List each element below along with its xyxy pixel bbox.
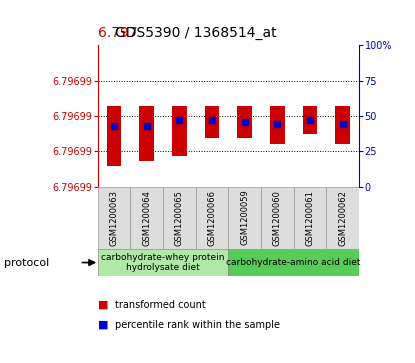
FancyBboxPatch shape: [130, 187, 163, 249]
Text: ■: ■: [98, 320, 108, 330]
FancyBboxPatch shape: [98, 249, 228, 276]
Bar: [107, 106, 121, 166]
Text: GSM1200066: GSM1200066: [208, 189, 216, 246]
Text: ■: ■: [98, 300, 108, 310]
Text: GDS5390 / 1368514_at: GDS5390 / 1368514_at: [115, 26, 277, 40]
FancyBboxPatch shape: [294, 187, 326, 249]
Text: percentile rank within the sample: percentile rank within the sample: [115, 320, 280, 330]
Text: GSM1200063: GSM1200063: [110, 189, 118, 246]
Bar: [270, 106, 285, 144]
Text: transformed count: transformed count: [115, 300, 206, 310]
Text: GSM1200061: GSM1200061: [305, 189, 315, 245]
Text: carbohydrate-whey protein
hydrolysate diet: carbohydrate-whey protein hydrolysate di…: [101, 253, 225, 272]
FancyBboxPatch shape: [228, 249, 359, 276]
Bar: [172, 106, 187, 156]
FancyBboxPatch shape: [261, 187, 294, 249]
Bar: [335, 106, 350, 144]
Text: GSM1200064: GSM1200064: [142, 189, 151, 245]
Text: GSM1200062: GSM1200062: [338, 189, 347, 245]
Text: GSM1200065: GSM1200065: [175, 189, 184, 245]
Text: protocol: protocol: [4, 258, 49, 268]
FancyBboxPatch shape: [228, 187, 261, 249]
Bar: [303, 106, 317, 134]
Text: carbohydrate-amino acid diet: carbohydrate-amino acid diet: [226, 258, 361, 267]
Bar: [237, 106, 252, 138]
Text: GSM1200059: GSM1200059: [240, 189, 249, 245]
FancyBboxPatch shape: [98, 187, 130, 249]
FancyBboxPatch shape: [195, 187, 228, 249]
Text: GSM1200060: GSM1200060: [273, 189, 282, 245]
FancyBboxPatch shape: [163, 187, 195, 249]
FancyBboxPatch shape: [326, 187, 359, 249]
Bar: [139, 106, 154, 161]
Bar: [205, 106, 219, 138]
Text: 6.797: 6.797: [98, 26, 142, 40]
